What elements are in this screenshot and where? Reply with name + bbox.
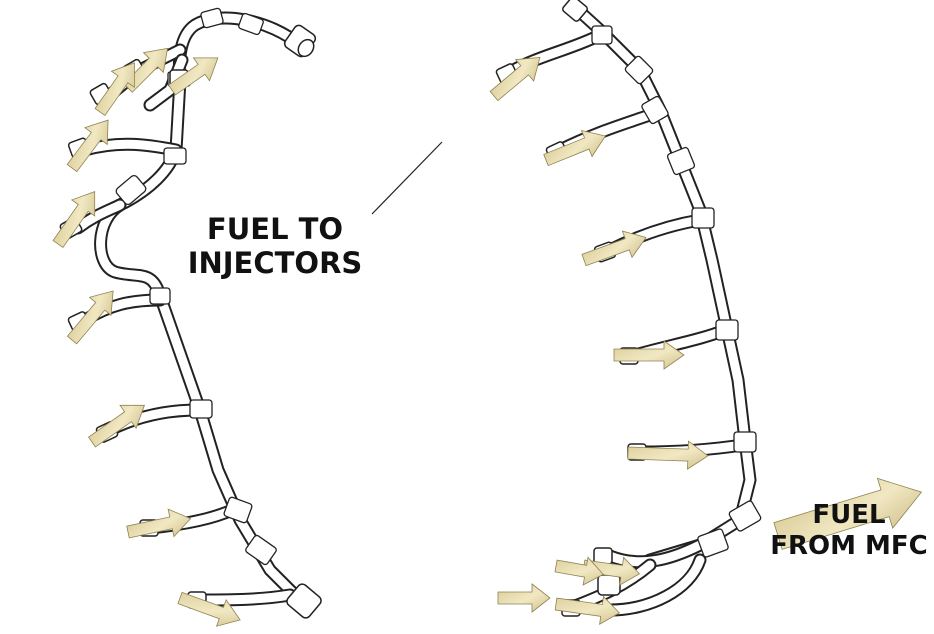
arrow-left-3 [94,62,135,116]
arrow-left-4 [66,119,109,173]
arrow-right-1 [489,56,541,102]
arrow-right-3 [581,230,647,267]
leader-line [371,141,443,215]
arrow-left-2 [168,57,219,96]
arrow-left-8 [126,508,192,539]
label-fuel-to-injectors-line2: INJECTORS [187,246,363,281]
arrow-left-6 [66,290,114,345]
label-fuel-to-injectors: FUEL TO INJECTORS [180,212,370,280]
label-fuel-from-mfc-line1: FUEL [812,500,886,530]
left-arrows [52,47,241,627]
label-fuel-from-mfc: FUEL FROM MFC [764,500,934,561]
arrow-fuel-from-mfc [773,477,923,550]
arrow-right-7 [554,556,604,586]
right-arrows [489,56,923,626]
label-fuel-from-mfc-line2: FROM MFC [770,530,928,561]
arrow-left-9 [177,591,241,627]
arrow-left-5 [52,191,96,248]
arrow-right-9 [554,595,621,626]
arrow-right-5 [627,440,709,470]
label-fuel-to-injectors-line1: FUEL TO [206,212,344,246]
arrow-right-8 [497,583,551,613]
arrow-right-2 [543,129,606,167]
right-manifold [495,0,762,617]
arrow-left-7 [88,404,145,448]
arrow-right-4 [613,340,685,370]
